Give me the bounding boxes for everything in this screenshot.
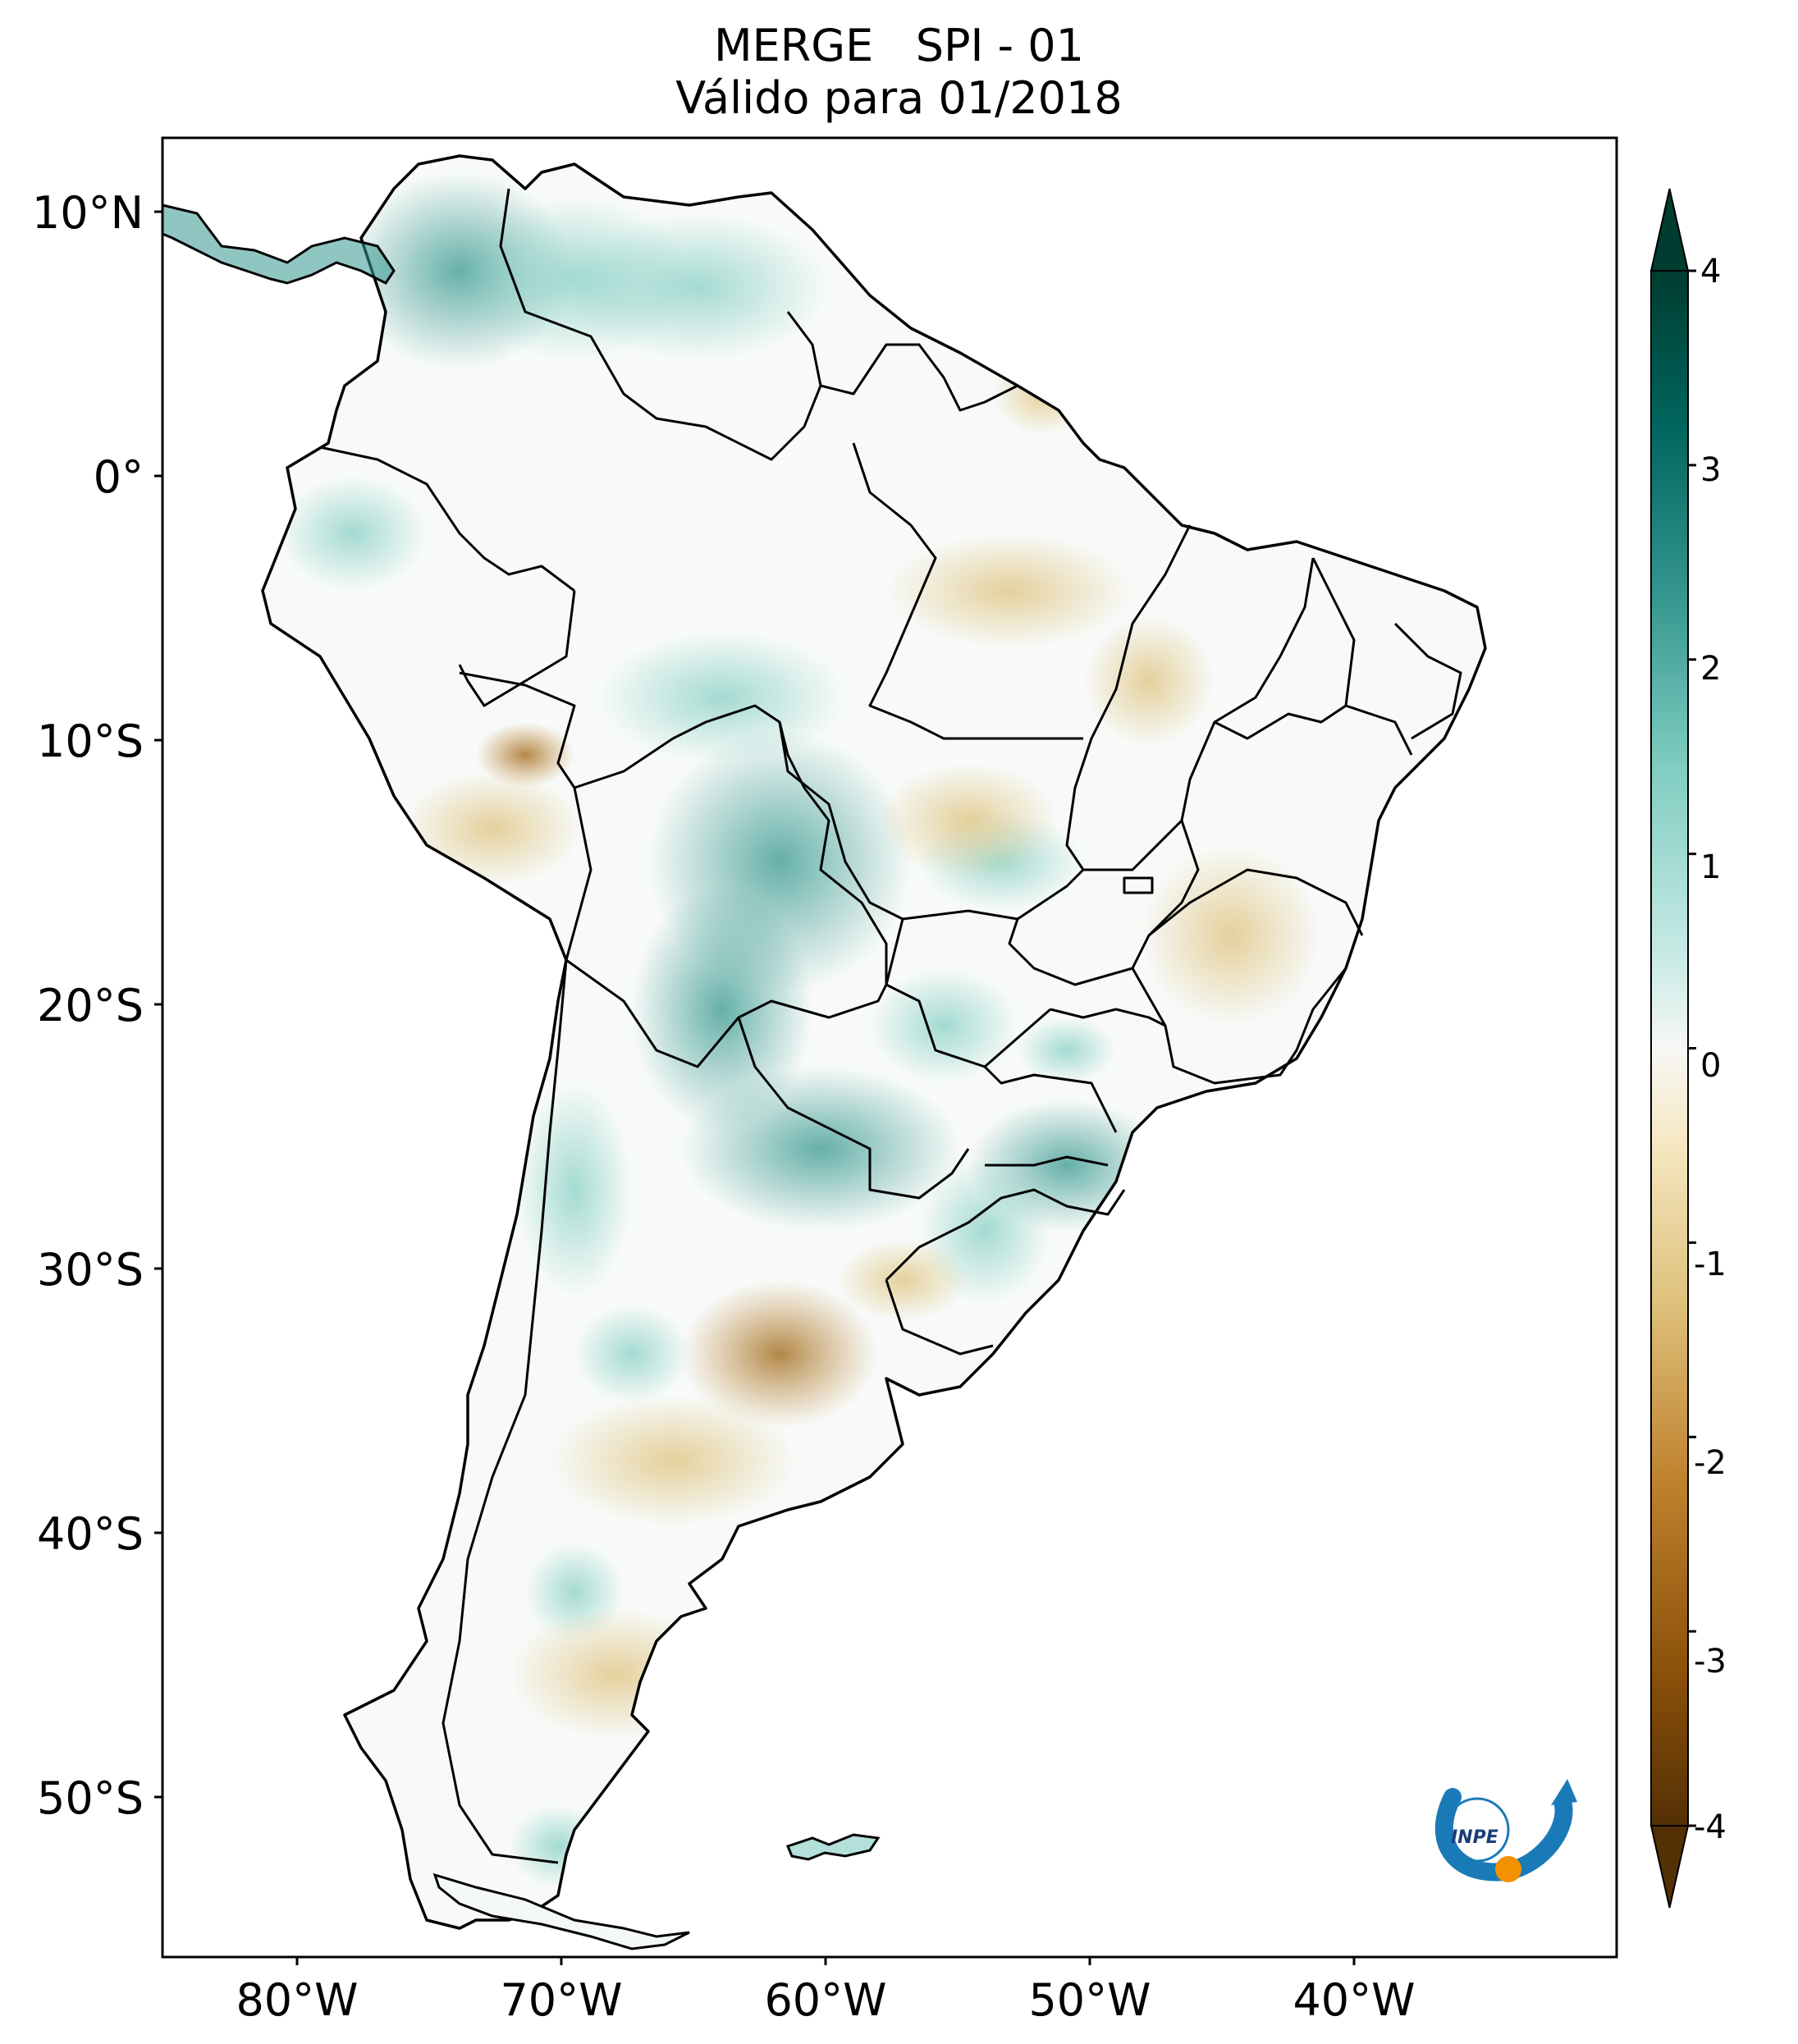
colorbar-tick-label: -2 (1694, 1444, 1727, 1482)
northeast-east-border (1393, 622, 1462, 740)
colorbar-tick-label: -3 (1694, 1643, 1727, 1680)
federal-district (1123, 876, 1154, 894)
guianas-border (820, 343, 1018, 412)
colorbar-tick-label: 4 (1700, 253, 1721, 290)
colorbar-min-extend (1649, 1825, 1690, 1909)
lon-label: 60°W (764, 1974, 886, 2026)
colorbar-tick-label: 3 (1700, 451, 1721, 489)
central-america (161, 203, 396, 285)
longitude-axis: 80°W 70°W 60°W 50°W 40°W (236, 1957, 1416, 2026)
pernambuco-border (1214, 704, 1347, 740)
northeast-states-border (1311, 557, 1413, 756)
parana-border (983, 1065, 1118, 1133)
colorbar-bar (1650, 270, 1689, 1827)
uruguay-brazil-border (885, 1188, 1126, 1282)
colombia-venezuela-border (499, 188, 822, 461)
bolivia-brazil-border (705, 704, 888, 985)
chile-argentina-border (441, 959, 568, 1864)
colorbar-tick-label: 0 (1700, 1047, 1721, 1085)
latitude-axis: 10°N 0° 10°S 20°S 30°S 40°S 50°S (32, 187, 162, 1824)
colombia-brazil-border (458, 590, 576, 707)
minas-bahia-border (1148, 868, 1364, 937)
rondonia-mato-grosso-border (778, 721, 1085, 921)
coastline (261, 154, 1487, 1930)
paraguay-argentina-border (737, 1017, 970, 1200)
map-axes-frame (161, 136, 1618, 1959)
colorbar-tick-label: 1 (1700, 848, 1721, 886)
lon-label: 40°W (1292, 1974, 1415, 2026)
political-borders (319, 188, 1462, 1864)
colorbar: 4 3 2 1 0 -1 -2 -3 -4 (1649, 188, 1727, 1909)
mato-grosso-goias-border (885, 918, 1051, 1068)
tierra-del-fuego (432, 1873, 690, 1950)
colorbar-tick-label: 2 (1700, 650, 1721, 688)
colorbar-tick-label: -4 (1694, 1809, 1727, 1846)
lon-label: 80°W (236, 1974, 358, 2026)
peru-brazil-border (459, 671, 707, 789)
lat-label: 50°S (37, 1772, 144, 1824)
lat-label: 10°S (37, 716, 144, 767)
inpe-logo-text: INPE (1451, 1827, 1498, 1848)
lat-label: 40°S (37, 1508, 144, 1560)
para-tocantins-border (1065, 524, 1192, 871)
sao-paulo-border (1050, 1008, 1166, 1027)
uruguay-outline (885, 1279, 994, 1356)
colorbar-tick-label: -1 (1694, 1246, 1727, 1283)
colorbar-max-extend (1649, 188, 1690, 272)
lat-label: 10°N (32, 187, 144, 239)
title-line-2: Válido para 01/2018 (675, 72, 1123, 124)
peru-bolivia-border (565, 787, 592, 961)
lat-label: 20°S (37, 980, 144, 1031)
maranhao-piaui-border (1180, 557, 1315, 821)
lat-label: 0° (94, 451, 144, 503)
lon-label: 50°W (1028, 1974, 1151, 2026)
minas-gerais-border (1131, 967, 1347, 1085)
lat-label: 30°S (37, 1244, 144, 1296)
inpe-logo: INPE (1434, 1779, 1577, 1882)
amazonas-para-border (852, 442, 1083, 740)
lon-label: 70°W (500, 1974, 622, 2026)
santa-catarina-border (985, 1155, 1109, 1167)
falkland-islands (785, 1833, 881, 1861)
colombia-ecuador-peru-border (319, 446, 575, 592)
title-line-1: MERGE SPI - 01 (714, 20, 1084, 71)
